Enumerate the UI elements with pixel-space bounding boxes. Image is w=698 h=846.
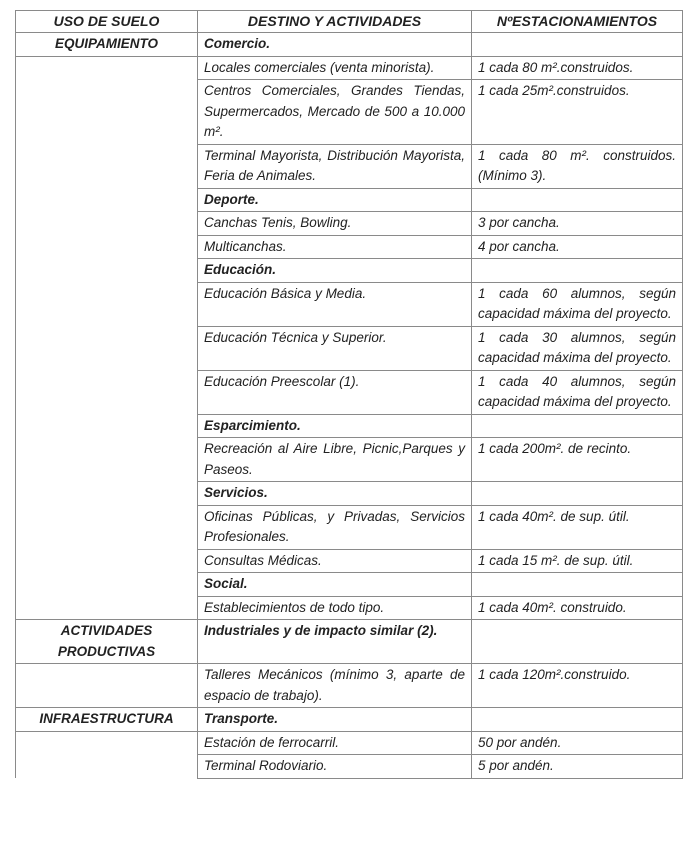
table-row: Centros Comerciales, Grandes Tiendas, Su… <box>16 79 683 145</box>
estacionamientos-cell <box>471 572 683 597</box>
estacionamientos-cell: 1 cada 40m². de sup. útil. <box>471 504 683 550</box>
estacionamientos-cell: 1 cada 80 m². construidos. (Mínimo 3). <box>471 143 683 189</box>
table-header-row: USO DE SUELO DESTINO Y ACTIVIDADES NºEST… <box>15 10 683 33</box>
destino-cell: Establecimientos de todo tipo. <box>197 595 472 620</box>
parking-requirements-table: USO DE SUELO DESTINO Y ACTIVIDADES NºEST… <box>15 10 683 779</box>
destino-cell: Educación Técnica y Superior. <box>197 325 472 371</box>
destino-cell: Estación de ferrocarril. <box>197 730 472 755</box>
section-heading-cell: Deporte. <box>197 187 472 212</box>
section-heading-cell: Educación. <box>197 258 472 283</box>
header-uso-de-suelo: USO DE SUELO <box>15 10 198 33</box>
section-heading-cell: Transporte. <box>197 707 472 732</box>
table-section-row: Deporte. <box>16 187 683 212</box>
table-section-row: EQUIPAMIENTO Comercio. <box>15 32 683 57</box>
destino-cell: Educación Preescolar (1). <box>197 369 472 415</box>
destino-cell: Locales comerciales (venta minorista). <box>197 55 472 80</box>
estacionamientos-cell <box>471 413 683 438</box>
header-destino: DESTINO Y ACTIVIDADES <box>197 10 472 33</box>
table-row: Multicanchas. 4 por cancha. <box>16 234 683 259</box>
estacionamientos-cell <box>471 707 683 732</box>
destino-cell: Terminal Mayorista, Distribución Mayoris… <box>197 143 472 189</box>
estacionamientos-cell: 1 cada 40m². construido. <box>471 595 683 620</box>
table-row: Educación Preescolar (1). 1 cada 40 alumn… <box>16 369 683 415</box>
estacionamientos-cell: 3 por cancha. <box>471 211 683 236</box>
uso-de-suelo-empty-cell <box>15 731 198 778</box>
table-row: Locales comerciales (venta minorista). 1 … <box>15 55 683 620</box>
destino-cell: Talleres Mecánicos (mínimo 3, aparte de … <box>197 663 472 708</box>
table-row: Terminal Mayorista, Distribución Mayoris… <box>16 143 683 189</box>
table-row: Canchas Tenis, Bowling. 3 por cancha. <box>16 211 683 236</box>
estacionamientos-cell: 1 cada 15 m². de sup. útil. <box>471 548 683 573</box>
table-row: Estación de ferrocarril. 50 por andén. <box>15 730 683 778</box>
table-row: Terminal Rodoviario. 5 por andén. <box>16 754 683 779</box>
destino-cell: Multicanchas. <box>197 234 472 259</box>
estacionamientos-cell: 4 por cancha. <box>471 234 683 259</box>
estacionamientos-cell: 50 por andén. <box>471 730 683 755</box>
estacionamientos-cell: 1 cada 60 alumnos, según capacidad máxim… <box>471 281 683 327</box>
table-section-row: Social. <box>16 572 683 597</box>
uso-de-suelo-cell: ACTIVIDADES PRODUCTIVAS <box>15 619 198 664</box>
table-row: Oficinas Públicas, y Privadas, Servicios… <box>16 504 683 550</box>
table-row: Educación Básica y Media. 1 cada 60 alumn… <box>16 281 683 327</box>
uso-de-suelo-empty-cell <box>15 663 198 708</box>
table-section-row: INFRAESTRUCTURA Transporte. <box>15 707 683 732</box>
estacionamientos-cell <box>471 481 683 506</box>
uso-de-suelo-empty-cell <box>15 56 198 620</box>
table-row: Talleres Mecánicos (mínimo 3, aparte de … <box>15 663 683 708</box>
estacionamientos-cell <box>471 32 683 57</box>
estacionamientos-cell: 1 cada 25m².construidos. <box>471 79 683 145</box>
table-row: Educación Técnica y Superior. 1 cada 30 a… <box>16 325 683 371</box>
estacionamientos-cell: 1 cada 120m².construido. <box>471 663 683 708</box>
destino-cell: Recreación al Aire Libre, Picnic,Parques… <box>197 437 472 482</box>
estacionamientos-cell <box>471 619 683 664</box>
destino-cell: Educación Básica y Media. <box>197 281 472 327</box>
estacionamientos-cell: 1 cada 80 m².construidos. <box>471 55 683 80</box>
table-section-row: Educación. <box>16 258 683 283</box>
estacionamientos-cell: 1 cada 30 alumnos, según capacidad máxim… <box>471 325 683 371</box>
table-section-row: ACTIVIDADES PRODUCTIVAS Industriales y de… <box>15 619 683 664</box>
section-heading-cell: Servicios. <box>197 481 472 506</box>
destino-cell: Oficinas Públicas, y Privadas, Servicios… <box>197 504 472 550</box>
estacionamientos-cell <box>471 187 683 212</box>
section-heading-cell: Comercio. <box>197 32 472 57</box>
estacionamientos-cell: 1 cada 200m². de recinto. <box>471 437 683 482</box>
uso-de-suelo-cell: EQUIPAMIENTO <box>15 32 198 57</box>
estacionamientos-cell <box>471 258 683 283</box>
destino-cell: Canchas Tenis, Bowling. <box>197 211 472 236</box>
table-body: EQUIPAMIENTO Comercio. Locales comerciales… <box>15 32 683 779</box>
estacionamientos-cell: 1 cada 40 alumnos, según capacidad máxim… <box>471 369 683 415</box>
estacionamientos-cell: 5 por andén. <box>471 754 683 779</box>
table-row: Recreación al Aire Libre, Picnic,Parques… <box>16 437 683 482</box>
section-heading-cell: Esparcimiento. <box>197 413 472 438</box>
destino-cell: Consultas Médicas. <box>197 548 472 573</box>
destino-cell: Centros Comerciales, Grandes Tiendas, Su… <box>197 79 472 145</box>
section-heading-cell: Industriales y de impacto similar (2). <box>197 619 472 664</box>
uso-de-suelo-cell: INFRAESTRUCTURA <box>15 707 198 732</box>
destino-cell: Terminal Rodoviario. <box>197 754 472 779</box>
section-heading-cell: Social. <box>197 572 472 597</box>
header-estacionamientos: NºESTACIONAMIENTOS <box>471 10 683 33</box>
